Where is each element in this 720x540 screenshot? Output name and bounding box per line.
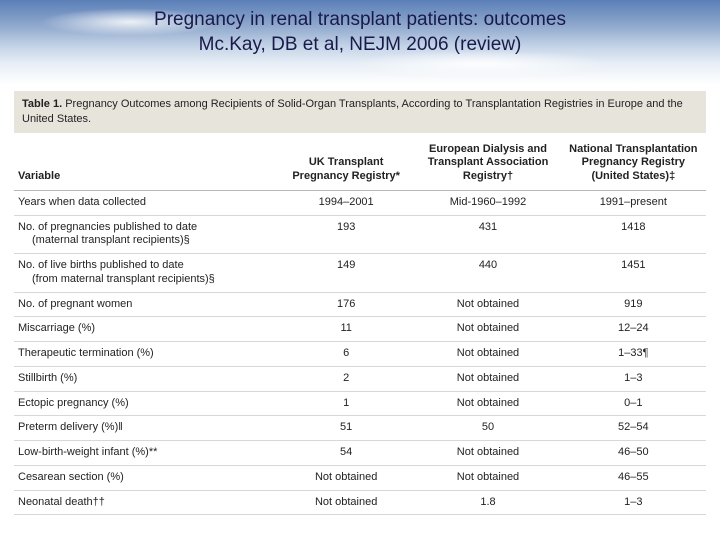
- cell-value-3: 1451: [561, 254, 706, 293]
- cell-value-3: 1991–present: [561, 190, 706, 215]
- cell-variable: Preterm delivery (%)‖: [14, 416, 277, 441]
- cell-value-2: Not obtained: [415, 465, 560, 490]
- cell-value-3: 46–50: [561, 441, 706, 466]
- cell-value-2: Not obtained: [415, 342, 560, 367]
- variable-label: Years when data collected: [18, 196, 146, 208]
- cell-variable: Neonatal death††: [14, 490, 277, 515]
- table-row: Miscarriage (%) 11Not obtained12–24: [14, 317, 706, 342]
- table-row: Therapeutic termination (%) 6Not obtained…: [14, 342, 706, 367]
- caption-lead: Table 1.: [22, 98, 62, 110]
- cell-value-1: 51: [277, 416, 415, 441]
- variable-label: Preterm delivery (%)‖: [18, 421, 123, 433]
- variable-sublabel: (maternal transplant recipients)§: [18, 234, 271, 248]
- col-uk: UK Transplant Pregnancy Registry*: [277, 133, 415, 191]
- cell-value-1: 6: [277, 342, 415, 367]
- cell-value-1: Not obtained: [277, 490, 415, 515]
- cell-variable: Stillbirth (%): [14, 366, 277, 391]
- cell-value-3: 46–55: [561, 465, 706, 490]
- cell-variable: Cesarean section (%): [14, 465, 277, 490]
- cell-value-2: 50: [415, 416, 560, 441]
- cell-value-3: 1–3: [561, 490, 706, 515]
- cell-value-2: Not obtained: [415, 391, 560, 416]
- title-line-2: Mc.Kay, DB et al, NEJM 2006 (review): [0, 33, 720, 58]
- col-ntpr: National Transplantation Pregnancy Regis…: [561, 133, 706, 191]
- table-header-row: Variable UK Transplant Pregnancy Registr…: [14, 133, 706, 191]
- table-row: Ectopic pregnancy (%) 1Not obtained0–1: [14, 391, 706, 416]
- cell-value-3: 1418: [561, 215, 706, 254]
- table-row: Stillbirth (%) 2Not obtained1–3: [14, 366, 706, 391]
- cell-value-2: 1.8: [415, 490, 560, 515]
- cell-variable: No. of pregnant women: [14, 292, 277, 317]
- variable-label: Miscarriage (%): [18, 322, 95, 334]
- cell-value-1: 176: [277, 292, 415, 317]
- outcomes-table: Variable UK Transplant Pregnancy Registr…: [14, 133, 706, 516]
- slide-title: Pregnancy in renal transplant patients: …: [0, 0, 720, 57]
- table-row: Years when data collected 1994–2001Mid-19…: [14, 190, 706, 215]
- cell-variable: No. of live births published to date (fro…: [14, 254, 277, 293]
- cell-value-2: Not obtained: [415, 441, 560, 466]
- variable-label: Neonatal death††: [18, 496, 105, 508]
- table-row: Cesarean section (%) Not obtainedNot obta…: [14, 465, 706, 490]
- variable-label: No. of live births published to date: [18, 259, 184, 271]
- caption-text: Pregnancy Outcomes among Recipients of S…: [22, 98, 683, 125]
- variable-label: Low-birth-weight infant (%)**: [18, 446, 157, 458]
- title-line-1: Pregnancy in renal transplant patients: …: [0, 8, 720, 33]
- col-variable: Variable: [14, 133, 277, 191]
- table-container: Table 1. Pregnancy Outcomes among Recipi…: [0, 85, 720, 515]
- table-caption: Table 1. Pregnancy Outcomes among Recipi…: [14, 91, 706, 133]
- table-body: Years when data collected 1994–2001Mid-19…: [14, 190, 706, 515]
- cell-value-1: 11: [277, 317, 415, 342]
- cell-variable: Ectopic pregnancy (%): [14, 391, 277, 416]
- cell-value-1: 149: [277, 254, 415, 293]
- table-row: No. of pregnancies published to date(mat…: [14, 215, 706, 254]
- cell-value-1: 1994–2001: [277, 190, 415, 215]
- cell-value-3: 1–33¶: [561, 342, 706, 367]
- cell-value-1: Not obtained: [277, 465, 415, 490]
- col-edta: European Dialysis and Transplant Associa…: [415, 133, 560, 191]
- cell-value-3: 0–1: [561, 391, 706, 416]
- cell-value-1: 193: [277, 215, 415, 254]
- cell-variable: No. of pregnancies published to date(mat…: [14, 215, 277, 254]
- cell-value-2: 431: [415, 215, 560, 254]
- cell-value-2: Not obtained: [415, 366, 560, 391]
- cell-value-2: Mid-1960–1992: [415, 190, 560, 215]
- slide-header-bg: Pregnancy in renal transplant patients: …: [0, 0, 720, 85]
- cell-value-1: 2: [277, 366, 415, 391]
- cell-variable: Years when data collected: [14, 190, 277, 215]
- cell-value-2: Not obtained: [415, 292, 560, 317]
- cell-value-3: 1–3: [561, 366, 706, 391]
- variable-label: Stillbirth (%): [18, 372, 77, 384]
- variable-label: Ectopic pregnancy (%): [18, 397, 129, 409]
- cell-value-1: 1: [277, 391, 415, 416]
- cell-variable: Low-birth-weight infant (%)**: [14, 441, 277, 466]
- cell-value-1: 54: [277, 441, 415, 466]
- variable-label: No. of pregnant women: [18, 298, 132, 310]
- cell-value-2: Not obtained: [415, 317, 560, 342]
- variable-sublabel: (from maternal transplant recipients)§: [18, 273, 271, 287]
- table-row: Preterm delivery (%)‖ 515052–54: [14, 416, 706, 441]
- table-row: Neonatal death†† Not obtained1.81–3: [14, 490, 706, 515]
- variable-label: Therapeutic termination (%): [18, 347, 154, 359]
- table-row: No. of live births published to date (fro…: [14, 254, 706, 293]
- variable-label: No. of pregnancies published to date: [18, 221, 197, 233]
- cell-value-2: 440: [415, 254, 560, 293]
- cell-variable: Therapeutic termination (%): [14, 342, 277, 367]
- variable-label: Cesarean section (%): [18, 471, 124, 483]
- cell-variable: Miscarriage (%): [14, 317, 277, 342]
- cell-value-3: 919: [561, 292, 706, 317]
- cell-value-3: 52–54: [561, 416, 706, 441]
- table-row: Low-birth-weight infant (%)** 54Not obtai…: [14, 441, 706, 466]
- table-row: No. of pregnant women 176Not obtained919: [14, 292, 706, 317]
- cell-value-3: 12–24: [561, 317, 706, 342]
